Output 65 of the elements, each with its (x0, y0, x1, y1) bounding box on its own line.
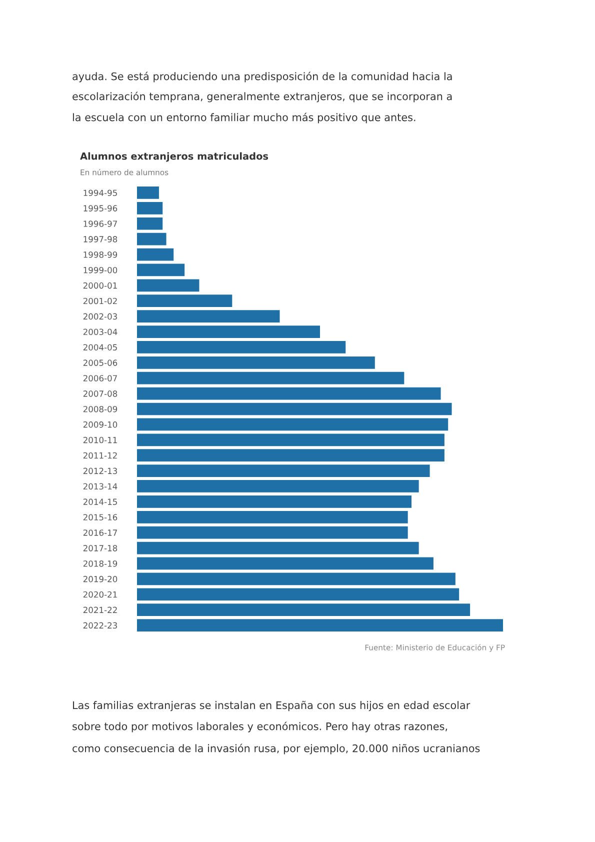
y-tick-label: 1997-98 (84, 236, 118, 242)
bar (137, 310, 280, 322)
y-tick-label: 1999-00 (84, 266, 118, 274)
y-tick-label: 2018-19 (83, 560, 118, 567)
y-tick-label: 1998-99 (84, 252, 118, 258)
bar (137, 279, 200, 292)
chart-title: Alumnos extranjeros matriculados (80, 152, 268, 162)
bar (137, 542, 419, 554)
y-tick-label: 1995-96 (84, 205, 118, 212)
bar (137, 356, 375, 369)
y-tick-label: 2015-16 (83, 514, 118, 520)
bar (137, 418, 448, 431)
bar (137, 186, 159, 199)
bar (137, 341, 346, 354)
bar (137, 248, 174, 261)
y-tick-label: 2000-01 (83, 282, 117, 289)
y-tick-label: 1994-95 (84, 190, 117, 196)
bar (137, 619, 503, 632)
bar (137, 588, 460, 601)
bar (137, 202, 163, 214)
bar (137, 434, 444, 446)
y-tick-label: 2020-21 (83, 591, 117, 598)
y-tick-label: 2016-17 (83, 530, 117, 536)
y-tick-label: 2022-23 (83, 622, 117, 629)
y-tick-label: 2021-22 (83, 606, 117, 614)
text: escolarización temprana, generalmente extranjeros, que se incorporan a (72, 92, 452, 102)
bar (137, 217, 163, 230)
bar (137, 496, 412, 508)
bar (137, 294, 232, 308)
y-tick-label: 2017-18 (83, 545, 118, 552)
y-tick-label: 2009-10 (83, 421, 118, 428)
text: Las familias extranjeras se instalan en España con sus hijos en edad escolar (73, 700, 470, 712)
bar (137, 510, 408, 524)
text: como consecuencia de la invasión rusa, por ejemplo, 20.000 niños ucranianos (72, 744, 480, 754)
y-tick-label: 2004-05 (83, 344, 117, 350)
bar (137, 232, 166, 246)
bar (137, 464, 430, 477)
bar (137, 387, 441, 400)
bar (137, 449, 444, 462)
y-tick-label: 2013-14 (83, 483, 118, 490)
bar (137, 572, 456, 586)
text: la escuela con un entorno familiar mucho más positivo que antes. (72, 112, 416, 124)
bar (137, 372, 404, 384)
text: sobre todo por motivos laborales y económicos. Pero hay otras razones, (72, 722, 448, 732)
y-tick-label: 2005-06 (83, 360, 118, 366)
y-tick-label: 2002-03 (83, 313, 117, 320)
y-tick-label: 2012-13 (83, 468, 117, 474)
bar (137, 326, 320, 338)
bar (137, 402, 452, 416)
bar (137, 557, 434, 570)
y-tick-label: 2003-04 (83, 328, 118, 336)
y-tick-label: 2006-07 (83, 375, 117, 382)
bar (137, 264, 185, 276)
y-tick-label: 2010-11 (83, 436, 117, 444)
y-tick-label: 2019-20 (83, 576, 118, 582)
text: ayuda. Se está produciendo una predisposición de la comunidad hacia la (72, 72, 452, 82)
y-tick-label: 1996-97 (84, 220, 117, 227)
y-tick-label: 2008-09 (83, 406, 118, 412)
y-tick-label: 2014-15 (83, 498, 117, 505)
bar (137, 604, 470, 616)
y-tick-label: 2011-12 (83, 452, 117, 459)
y-tick-label: 2001-02 (83, 298, 117, 304)
bar (137, 480, 419, 492)
bar (137, 526, 408, 539)
y-tick-label: 2007-08 (83, 390, 118, 397)
